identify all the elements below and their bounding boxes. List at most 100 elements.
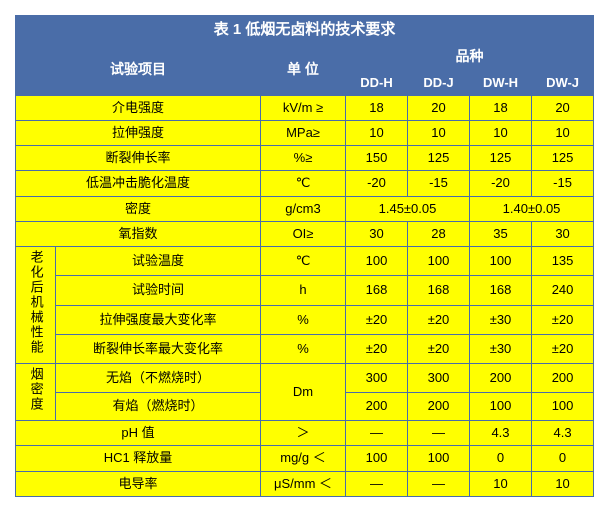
cell-val: ±20 xyxy=(346,305,408,334)
group-label: 烟密度 xyxy=(16,364,56,421)
col-test-item: 试验项目 xyxy=(16,44,261,96)
cell-val: 300 xyxy=(346,364,408,393)
cell-unit: kV/m ≥ xyxy=(261,95,346,120)
cell-val: — xyxy=(408,421,470,446)
col-dwh: DW-H xyxy=(470,70,532,95)
cell-val: 240 xyxy=(532,276,594,305)
table-row: 拉伸强度最大变化率 % ±20 ±20 ±30 ±20 xyxy=(16,305,594,334)
table-title: 表 1 低烟无卤料的技术要求 xyxy=(16,16,594,44)
cell-val: 100 xyxy=(346,446,408,471)
cell-item: HC1 释放量 xyxy=(16,446,261,471)
cell-val: — xyxy=(346,471,408,496)
table-row: 电导率 μS/mm ＜ — — 10 10 xyxy=(16,471,594,496)
cell-val: 0 xyxy=(532,446,594,471)
cell-val: — xyxy=(346,421,408,446)
col-variety: 品种 xyxy=(346,44,594,71)
cell-val: -20 xyxy=(470,171,532,196)
cell-val: 30 xyxy=(532,221,594,246)
cell-unit: μS/mm ＜ xyxy=(261,471,346,496)
cell-val: 35 xyxy=(470,221,532,246)
cell-val: ±20 xyxy=(346,334,408,363)
cell-item: 密度 xyxy=(16,196,261,221)
cell-val: 200 xyxy=(532,364,594,393)
cell-unit: h xyxy=(261,276,346,305)
cell-unit: mg/g ＜ xyxy=(261,446,346,471)
table-row: 烟密度 无焰（不燃烧时） Dm 300 300 200 200 xyxy=(16,364,594,393)
cell-val: 1.40±0.05 xyxy=(470,196,594,221)
table-row: 拉伸强度 MPa≥ 10 10 10 10 xyxy=(16,120,594,145)
cell-val: ±20 xyxy=(408,334,470,363)
cell-val: 200 xyxy=(408,392,470,421)
cell-val: 10 xyxy=(346,120,408,145)
cell-item: 氧指数 xyxy=(16,221,261,246)
cell-val: 10 xyxy=(532,120,594,145)
cell-val: 200 xyxy=(470,364,532,393)
cell-item: 拉伸强度 xyxy=(16,120,261,145)
cell-val: -15 xyxy=(408,171,470,196)
cell-item: 拉伸强度最大变化率 xyxy=(56,305,261,334)
cell-val: 28 xyxy=(408,221,470,246)
cell-val: 100 xyxy=(532,392,594,421)
cell-val: 100 xyxy=(408,246,470,275)
table-row: 密度 g/cm3 1.45±0.05 1.40±0.05 xyxy=(16,196,594,221)
cell-val: 20 xyxy=(532,95,594,120)
cell-val: 100 xyxy=(470,246,532,275)
cell-val: ±20 xyxy=(532,334,594,363)
cell-item: 断裂伸长率最大变化率 xyxy=(56,334,261,363)
table-row: 断裂伸长率 %≥ 150 125 125 125 xyxy=(16,146,594,171)
cell-val: 4.3 xyxy=(532,421,594,446)
table-row: 介电强度 kV/m ≥ 18 20 18 20 xyxy=(16,95,594,120)
header-row-1: 试验项目 单 位 品种 xyxy=(16,44,594,71)
title-row: 表 1 低烟无卤料的技术要求 xyxy=(16,16,594,44)
cell-unit: % xyxy=(261,334,346,363)
cell-val: 125 xyxy=(408,146,470,171)
table-row: 试验时间 h 168 168 168 240 xyxy=(16,276,594,305)
cell-val: ±30 xyxy=(470,305,532,334)
cell-val: 4.3 xyxy=(470,421,532,446)
cell-val: 30 xyxy=(346,221,408,246)
cell-val: 18 xyxy=(346,95,408,120)
cell-item: 试验时间 xyxy=(56,276,261,305)
cell-val: 168 xyxy=(470,276,532,305)
cell-item: 无焰（不燃烧时） xyxy=(56,364,261,393)
cell-unit: g/cm3 xyxy=(261,196,346,221)
cell-val: -20 xyxy=(346,171,408,196)
cell-val: — xyxy=(408,471,470,496)
cell-val: 10 xyxy=(408,120,470,145)
table-row: 氧指数 OI≥ 30 28 35 30 xyxy=(16,221,594,246)
cell-item: 低温冲击脆化温度 xyxy=(16,171,261,196)
cell-val: 300 xyxy=(408,364,470,393)
table-row: 断裂伸长率最大变化率 % ±20 ±20 ±30 ±20 xyxy=(16,334,594,363)
cell-val: 200 xyxy=(346,392,408,421)
cell-item: 有焰（燃烧时） xyxy=(56,392,261,421)
table-row: HC1 释放量 mg/g ＜ 100 100 0 0 xyxy=(16,446,594,471)
cell-item: pH 值 xyxy=(16,421,261,446)
cell-val: 18 xyxy=(470,95,532,120)
cell-unit: ℃ xyxy=(261,246,346,275)
table-row: 老化后机械性能 试验温度 ℃ 100 100 100 135 xyxy=(16,246,594,275)
cell-unit: Dm xyxy=(261,364,346,421)
cell-val: 10 xyxy=(470,120,532,145)
cell-item: 电导率 xyxy=(16,471,261,496)
cell-unit: % xyxy=(261,305,346,334)
table-row: 低温冲击脆化温度 ℃ -20 -15 -20 -15 xyxy=(16,171,594,196)
cell-val: 10 xyxy=(532,471,594,496)
cell-val: 125 xyxy=(532,146,594,171)
col-dwj: DW-J xyxy=(532,70,594,95)
cell-val: 135 xyxy=(532,246,594,275)
cell-unit: MPa≥ xyxy=(261,120,346,145)
cell-val: 20 xyxy=(408,95,470,120)
cell-val: ±20 xyxy=(408,305,470,334)
cell-unit: OI≥ xyxy=(261,221,346,246)
group-label: 老化后机械性能 xyxy=(16,246,56,363)
cell-unit: ＞ xyxy=(261,421,346,446)
col-unit: 单 位 xyxy=(261,44,346,96)
cell-val: 125 xyxy=(470,146,532,171)
col-ddj: DD-J xyxy=(408,70,470,95)
cell-val: 100 xyxy=(470,392,532,421)
cell-item: 介电强度 xyxy=(16,95,261,120)
cell-val: ±30 xyxy=(470,334,532,363)
cell-val: 168 xyxy=(408,276,470,305)
cell-val: 10 xyxy=(470,471,532,496)
cell-val: 150 xyxy=(346,146,408,171)
